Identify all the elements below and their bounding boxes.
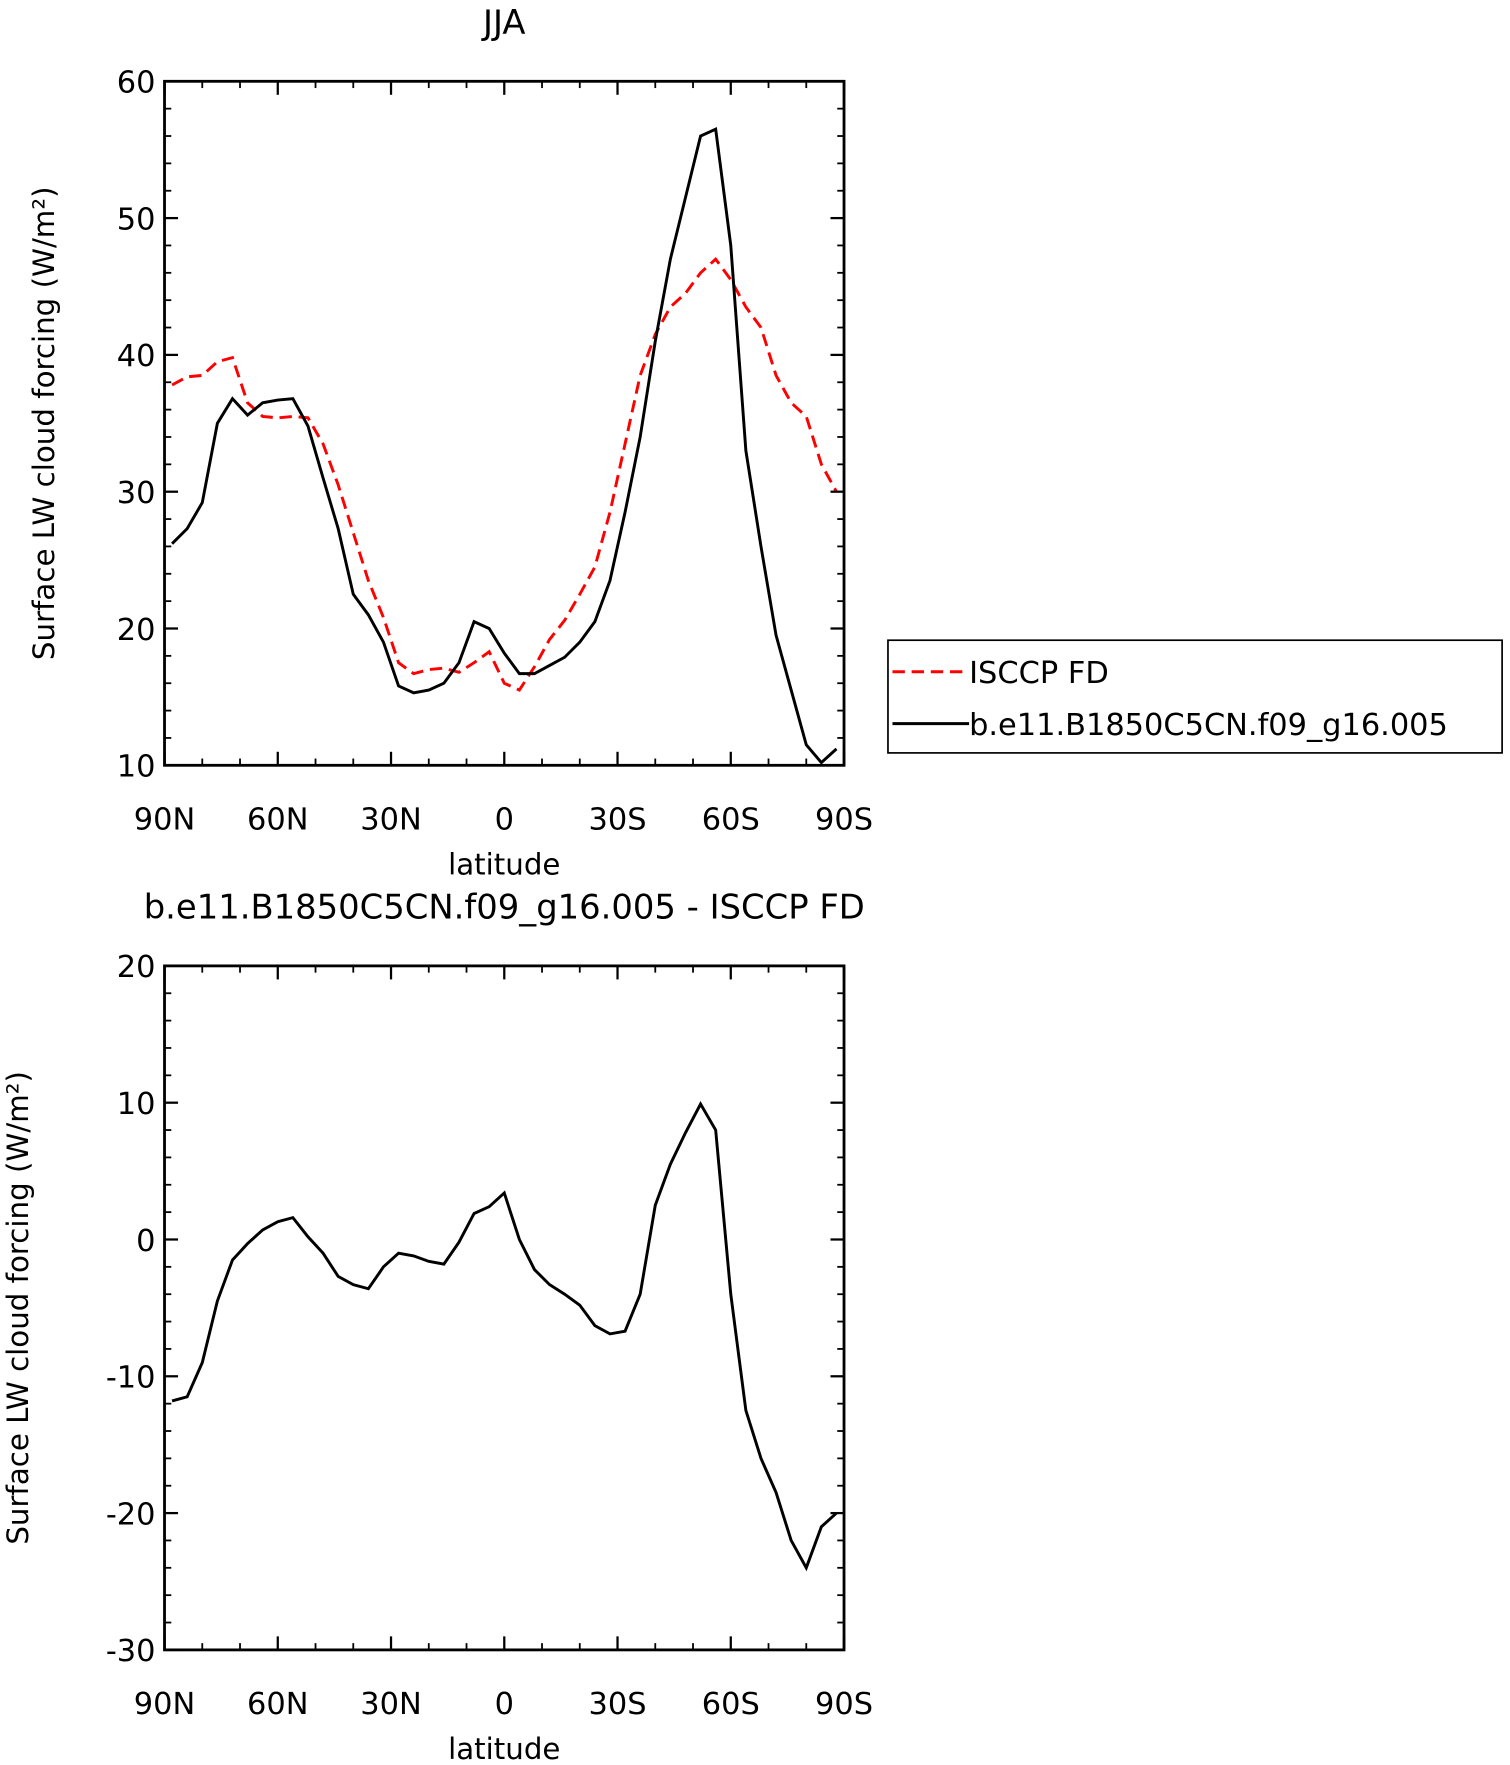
x-tick-label: 60N <box>247 1687 308 1722</box>
chart-title: JJA <box>481 3 525 42</box>
plot: -30 -20 -10 0 10 20 90N 60N 30N 0 30S 60S 90S b.e11.B… <box>1 888 873 1765</box>
plot: 10 20 30 40 50 60 90N 60N 30N 0 30S 60S 90S JJA latitu… <box>27 3 1503 882</box>
y-axis-label: Surface LW cloud forcing (W/m²) <box>27 187 61 661</box>
y-tick-label: 20 <box>117 613 156 648</box>
y-tick-label: -20 <box>106 1497 156 1532</box>
x-axis-label: latitude <box>448 848 560 882</box>
x-tick-label: 60N <box>247 803 308 838</box>
x-tick-label: 90N <box>134 803 195 838</box>
data-line <box>171 127 838 765</box>
y-axis-label: Surface LW cloud forcing (W/m²) <box>1 1071 35 1545</box>
y-tick-label: 40 <box>117 339 156 374</box>
y-tick-label: 30 <box>117 476 156 511</box>
x-tick-label: 30N <box>360 803 421 838</box>
x-tick-label: 0 <box>495 1687 514 1722</box>
plot-frame <box>163 79 846 767</box>
y-tick-label: 50 <box>117 202 156 237</box>
data-line <box>171 1101 838 1572</box>
x-tick-label: 60S <box>702 1687 760 1722</box>
x-tick-label: 90S <box>815 1687 873 1722</box>
x-tick-label: 30S <box>589 1687 647 1722</box>
y-tick-label: -10 <box>106 1361 156 1396</box>
plot-frame <box>163 964 846 1652</box>
chart-title: b.e11.B1850C5CN.f09_g16.005 - ISCCP FD <box>144 888 865 927</box>
legend-box <box>887 639 1503 754</box>
y-tick-label: 0 <box>136 1224 155 1259</box>
legend-label: b.e11.B1850C5CN.f09_g16.005 <box>969 708 1448 743</box>
data-line <box>171 256 838 692</box>
x-tick-label: 30S <box>589 803 647 838</box>
x-axis-label: latitude <box>448 1732 560 1765</box>
x-tick-label: 30N <box>360 1687 421 1722</box>
legend-label: ISCCP FD <box>969 656 1109 691</box>
y-tick-label: -30 <box>106 1634 156 1669</box>
y-tick-label: 10 <box>117 750 156 785</box>
y-tick-label: 10 <box>117 1087 156 1122</box>
x-tick-label: 60S <box>702 803 760 838</box>
x-tick-label: 0 <box>495 803 514 838</box>
y-tick-label: 20 <box>117 950 156 985</box>
y-tick-label: 60 <box>117 66 156 101</box>
x-tick-label: 90N <box>134 1687 195 1722</box>
x-tick-label: 90S <box>815 803 873 838</box>
